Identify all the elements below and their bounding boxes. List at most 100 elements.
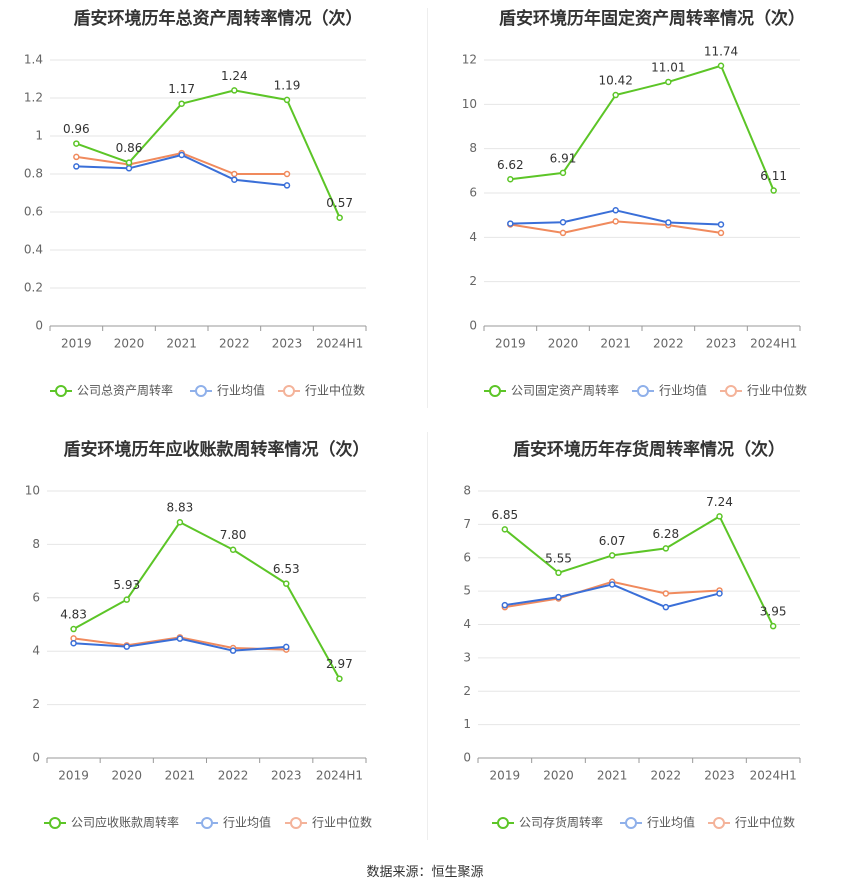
- data-point: [178, 100, 185, 107]
- y-tick-label: 0: [469, 319, 477, 333]
- y-tick-label: 2: [32, 697, 40, 711]
- x-tick-label: 2021: [166, 337, 197, 351]
- legend-swatch-marker: [713, 817, 725, 829]
- data-point: [612, 207, 619, 214]
- data-label: 1.24: [221, 69, 248, 83]
- chart-root: 盾安环境历年应收账款周转率情况（次） 0 2 4 6 8 10 2019 2020 2021 202…: [25, 439, 372, 830]
- x-tick-label: 2020: [114, 337, 145, 351]
- y-tick-label: 1.2: [24, 91, 43, 105]
- chart-title: 盾安环境历年总资产周转率情况（次）: [74, 8, 363, 29]
- data-point: [608, 581, 616, 588]
- data-point: [717, 62, 725, 70]
- legend-label: 行业中位数: [735, 815, 795, 830]
- data-label: 8.83: [167, 501, 194, 515]
- data-label: 7.24: [706, 495, 733, 509]
- data-label: 6.62: [497, 158, 524, 172]
- chart-panel-fixed-asset-turnover: 盾安环境历年固定资产周转率情况（次） 0 2 4 6 8 10 12 2019 2020 2021 2…: [425, 0, 850, 432]
- y-tick-label: 4: [463, 617, 471, 631]
- chart-title: 盾安环境历年固定资产周转率情况（次）: [499, 8, 805, 29]
- data-point: [555, 593, 562, 601]
- data-point: [73, 140, 80, 147]
- x-tick-label: 2024H1: [750, 337, 797, 351]
- legend-swatch-marker: [637, 385, 649, 397]
- x-tick-label: 2022: [651, 769, 682, 783]
- y-tick-label: 7: [463, 517, 471, 531]
- data-point: [73, 153, 80, 161]
- legend-label: 行业均值: [217, 383, 265, 398]
- x-tick-label: 2023: [706, 337, 737, 351]
- data-label: 7.80: [220, 528, 247, 542]
- data-point: [559, 169, 567, 177]
- y-tick-label: 0.6: [24, 205, 43, 219]
- x-tick-label: 2020: [111, 769, 142, 783]
- data-point: [125, 159, 133, 166]
- data-point: [662, 545, 670, 552]
- y-tick-label: 10: [25, 484, 40, 498]
- data-point: [70, 625, 77, 633]
- data-point: [612, 218, 619, 225]
- y-tick-label: 12: [462, 53, 477, 67]
- data-point: [662, 590, 670, 597]
- data-label: 11.01: [651, 60, 685, 74]
- data-label: 2.97: [326, 657, 353, 671]
- x-tick-label: 2021: [165, 769, 196, 783]
- legend-label: 行业均值: [659, 383, 707, 398]
- y-tick-label: 8: [469, 141, 477, 155]
- chart-receivables-turnover: 盾安环境历年应收账款周转率情况（次） 0 2 4 6 8 10 2019 2020 2021 202…: [25, 439, 372, 830]
- chart-title: 盾安环境历年应收账款周转率情况（次）: [64, 439, 370, 460]
- y-tick-label: 0.8: [24, 167, 43, 181]
- y-tick-label: 2: [469, 274, 477, 288]
- series-line: [76, 154, 288, 187]
- series-line: [510, 64, 775, 191]
- legend-label: 行业中位数: [305, 383, 365, 398]
- data-label: 5.93: [113, 578, 140, 592]
- y-tick-label: 0: [35, 319, 43, 333]
- data-point: [717, 221, 725, 228]
- y-tick-label: 5: [463, 584, 471, 598]
- x-tick-label: 2023: [271, 769, 302, 783]
- y-tick-label: 0.4: [24, 243, 43, 257]
- data-point: [717, 229, 725, 237]
- data-point: [716, 590, 723, 597]
- y-tick-label: 3: [463, 650, 471, 664]
- data-point: [608, 552, 616, 559]
- x-tick-label: 2020: [548, 337, 579, 351]
- y-tick-label: 0: [463, 751, 471, 765]
- legend-swatch-marker: [283, 385, 295, 397]
- data-label: 10.42: [598, 74, 632, 88]
- legend-label: 公司存货周转率: [519, 815, 603, 830]
- chart-inventory-turnover: 盾安环境历年存货周转率情况（次） 0 1 2 3 4 5 6 7 8 2019 2020 2021 202…: [463, 439, 801, 830]
- data-point: [229, 546, 237, 553]
- data-point: [176, 635, 184, 642]
- data-label: 0.86: [116, 141, 143, 155]
- legend-swatch-marker: [625, 817, 637, 829]
- legend-swatch-marker: [201, 817, 213, 829]
- legend-label: 公司应收账款周转率: [71, 815, 179, 830]
- data-label: 6.11: [760, 169, 787, 183]
- data-point: [123, 643, 130, 650]
- data-point: [665, 219, 672, 226]
- data-point: [283, 182, 291, 189]
- y-tick-label: 6: [463, 550, 471, 564]
- data-point: [123, 596, 130, 603]
- y-tick-label: 10: [462, 97, 477, 111]
- data-point: [283, 96, 291, 104]
- chart-panel-total-asset-turnover: 盾安环境历年总资产周转率情况（次） 0 0.2 0.4 0.6 0.8 1 1.2 1.4 201…: [0, 0, 425, 432]
- legend-label: 行业中位数: [312, 815, 372, 830]
- data-point: [501, 601, 509, 609]
- chart-root: 盾安环境历年固定资产周转率情况（次） 0 2 4 6 8 10 12 2019 2020 2021 2…: [462, 8, 807, 398]
- series-line: [73, 521, 341, 680]
- data-point: [507, 220, 514, 227]
- data-point: [769, 622, 777, 630]
- data-point: [231, 170, 238, 178]
- y-tick-label: 8: [32, 537, 40, 551]
- chart-title: 盾安环境历年存货周转率情况（次）: [513, 439, 785, 460]
- data-point: [283, 170, 291, 178]
- y-tick-label: 0.2: [24, 281, 43, 295]
- data-point: [176, 518, 184, 526]
- data-label: 1.19: [274, 78, 301, 92]
- data-label: 6.53: [273, 562, 300, 576]
- data-label: 1.17: [168, 82, 195, 96]
- legend-label: 行业均值: [647, 815, 695, 830]
- x-tick-label: 2019: [58, 769, 89, 783]
